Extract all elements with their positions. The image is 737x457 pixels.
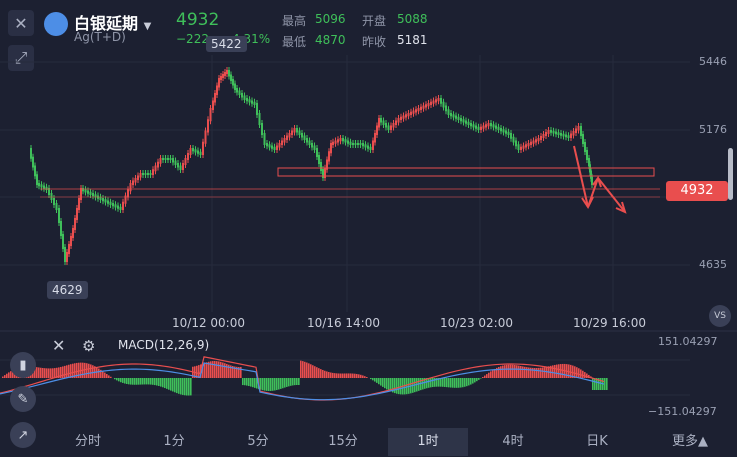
macd-bottom-value: −151.04297 xyxy=(648,405,717,418)
chevron-down-icon: ▼ xyxy=(143,21,152,32)
product-selector[interactable]: 白银延期 ▼ xyxy=(74,10,151,34)
tab-15min[interactable]: 15分 xyxy=(328,434,358,449)
low-label: 最低 xyxy=(282,35,307,49)
bar-chart-icon: ▮ xyxy=(19,357,27,373)
low-value: 4870 xyxy=(315,33,346,47)
x-tick-1: 10/12 00:00 xyxy=(172,316,245,330)
draw-button[interactable]: ✎ xyxy=(10,386,36,412)
x-tick-4: 10/29 16:00 xyxy=(573,316,646,330)
current-price-tag: 4932 xyxy=(666,181,728,201)
annotation-box-1 xyxy=(277,167,655,177)
annotation-arrows xyxy=(573,145,627,214)
max-price-marker: 5422 xyxy=(206,36,247,52)
vs-button[interactable]: VS xyxy=(709,305,731,327)
y-tick-mid: 5176 xyxy=(699,123,727,136)
min-price-marker: 4629 xyxy=(47,281,88,299)
y-tick-bottom: 4635 xyxy=(699,258,727,271)
pen-icon: ✎ xyxy=(17,391,29,407)
macd-close-button[interactable]: ✕ xyxy=(52,336,65,355)
x-tick-3: 10/23 02:00 xyxy=(440,316,513,330)
indicator-button[interactable]: ▮ xyxy=(10,352,36,378)
macd-top-value: 151.04297 xyxy=(658,335,718,348)
high-label: 最高 xyxy=(282,14,307,28)
prev-close-value: 5181 xyxy=(397,33,428,47)
product-title: 白银延期 xyxy=(74,14,139,33)
settings-icon: ⚙ xyxy=(82,337,96,355)
close-icon: ✕ xyxy=(52,336,66,355)
x-tick-2: 10/16 14:00 xyxy=(307,316,380,330)
close-icon: ✕ xyxy=(14,13,28,33)
prev-close-label: 昨收 xyxy=(362,35,387,49)
trend-button[interactable]: ↗ xyxy=(10,422,36,448)
candlesticks xyxy=(30,67,593,265)
tab-daily[interactable]: 日K xyxy=(586,434,608,449)
tab-5min[interactable]: 5分 xyxy=(247,434,269,449)
open-label: 开盘 xyxy=(362,14,387,28)
price-scrollbar[interactable] xyxy=(728,148,733,200)
macd-settings-button[interactable]: ⚙ xyxy=(82,337,95,355)
product-subtitle: Ag(T+D) xyxy=(74,30,126,44)
last-price: 4932 xyxy=(176,10,220,30)
y-tick-top: 5446 xyxy=(699,55,727,68)
chart-grid xyxy=(0,55,690,396)
tab-timeshare[interactable]: 分时 xyxy=(74,434,101,449)
tab-1hour[interactable]: 1时 xyxy=(388,428,468,456)
product-logo xyxy=(44,12,68,36)
macd-label: MACD(12,26,9) xyxy=(118,338,210,352)
open-value: 5088 xyxy=(397,12,428,26)
tab-1min[interactable]: 1分 xyxy=(163,434,185,449)
trend-icon: ↗ xyxy=(17,427,29,443)
macd-panel xyxy=(0,356,608,401)
close-button[interactable]: ✕ xyxy=(8,10,34,36)
price-change: −222 xyxy=(176,32,209,46)
tab-4hour[interactable]: 4时 xyxy=(502,434,524,449)
tab-more[interactable]: 更多▲ xyxy=(672,434,708,449)
high-value: 5096 xyxy=(315,12,346,26)
